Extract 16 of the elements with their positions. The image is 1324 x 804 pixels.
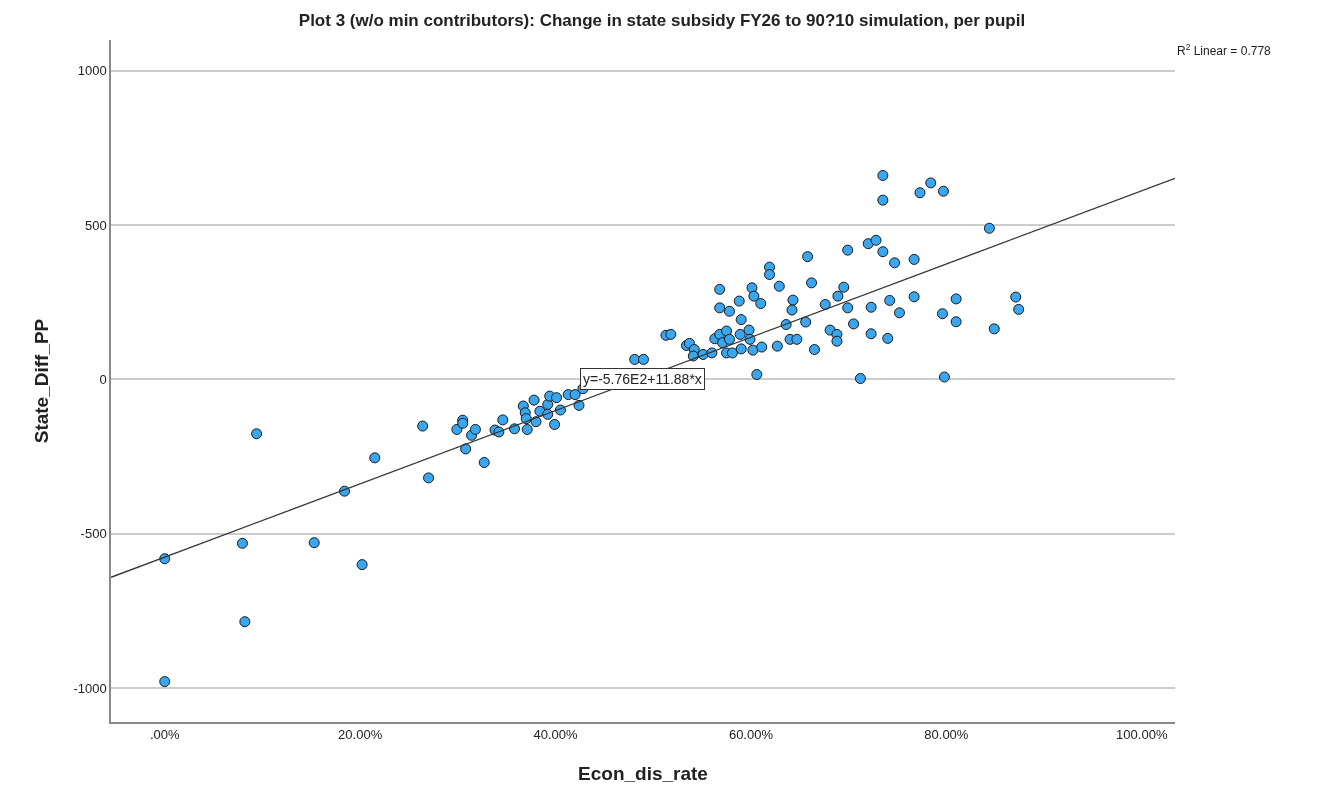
x-tick-label: 100.00% [1116,727,1168,743]
x-tick-label: .00% [149,727,180,743]
x-tick-label: 60.00% [728,727,774,743]
x-tick-label: 20.00% [338,727,383,743]
x-axis-title: Econ_dis_rate [578,762,708,784]
x-tick-label: 40.00% [533,727,579,743]
annotation: y=-5.76E2+11.88*x [583,371,702,387]
text: R$^{2}$ Linear = 0.778 [1177,42,1272,59]
y-tick-label: 500 [84,217,107,233]
y-tick-label: -500 [80,526,107,542]
y-axis-title: State_Diff_PP [30,318,52,444]
y-tick-label: 0 [99,372,107,388]
y-tick-label: 1000 [77,63,107,79]
x-tick-label: 80.00% [924,727,969,743]
chart-title: Plot 3 (w/o min contributors): Change in state subsidy FY26 to 90?10 simulation, per pupil [298,11,1026,31]
y-tick-label: -1000 [73,680,107,696]
